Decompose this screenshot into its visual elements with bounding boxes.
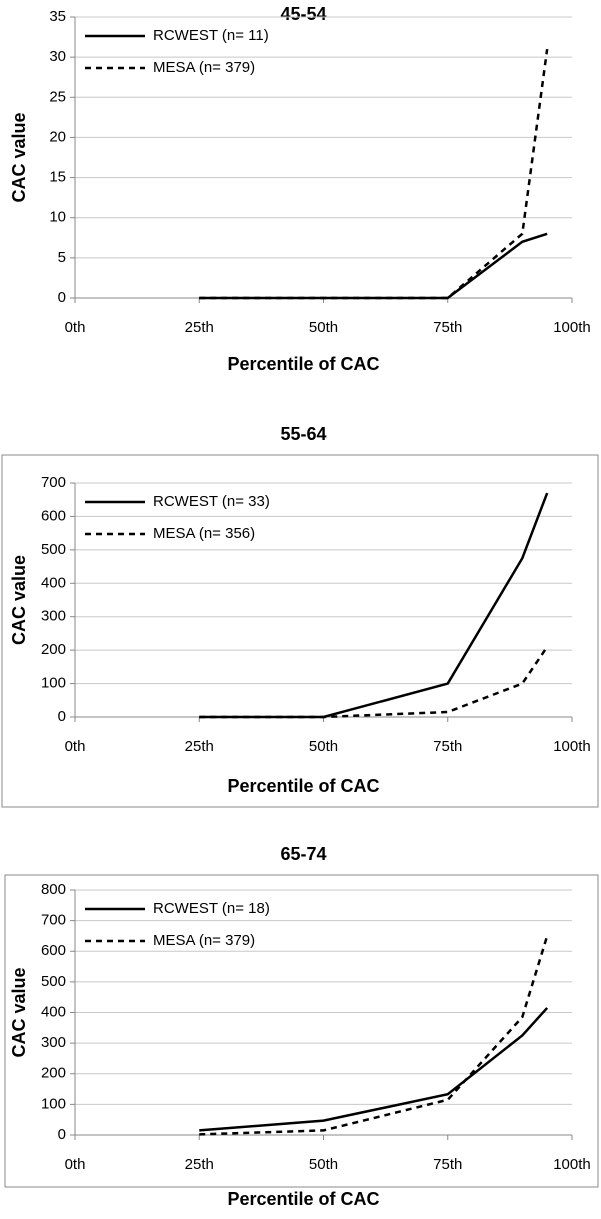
y-tick-label: 30 — [49, 48, 66, 65]
y-tick-label: 100 — [41, 1095, 66, 1112]
y-tick-label: 500 — [41, 541, 66, 558]
x-tick-label: 100th — [553, 1156, 591, 1173]
series-line — [199, 48, 549, 300]
x-tick-label: 75th — [433, 319, 462, 336]
legend-label: RCWEST (n= 18) — [153, 900, 270, 917]
y-axis-title: CAC value — [9, 555, 29, 645]
series-line — [199, 935, 549, 1136]
x-tick-label: 50th — [309, 319, 338, 336]
y-tick-label: 15 — [49, 169, 66, 186]
y-tick-label: 600 — [41, 942, 66, 959]
y-tick-label: 5 — [58, 249, 66, 266]
chart-title: 65-74 — [280, 844, 326, 864]
legend-label: RCWEST (n= 33) — [153, 493, 270, 510]
x-tick-label: 0th — [65, 738, 86, 755]
series-line — [199, 646, 549, 719]
y-tick-label: 500 — [41, 973, 66, 990]
x-tick-label: 100th — [553, 319, 591, 336]
chart-frame — [4, 874, 599, 1188]
y-tick-label: 100 — [41, 675, 66, 692]
y-axis-title: CAC value — [9, 112, 29, 202]
y-tick-label: 10 — [49, 209, 66, 226]
x-tick-label: 50th — [309, 1156, 338, 1173]
x-tick-label: 75th — [433, 738, 462, 755]
legend-label: MESA (n= 379) — [153, 932, 255, 949]
y-tick-label: 25 — [49, 88, 66, 105]
y-tick-label: 0 — [58, 289, 66, 306]
y-tick-label: 700 — [41, 474, 66, 491]
legend-label: MESA (n= 356) — [153, 525, 255, 542]
legend-label: RCWEST (n= 11) — [153, 27, 269, 44]
series-line — [199, 1007, 549, 1132]
y-tick-label: 200 — [41, 1065, 66, 1082]
x-tick-label: 25th — [185, 319, 214, 336]
x-tick-label: 25th — [185, 738, 214, 755]
y-tick-label: 0 — [58, 708, 66, 725]
x-tick-label: 75th — [433, 1156, 462, 1173]
x-tick-label: 100th — [553, 738, 591, 755]
legend-label: MESA (n= 379) — [153, 59, 255, 76]
y-tick-label: 200 — [41, 641, 66, 658]
series-line — [199, 232, 548, 300]
y-tick-label: 300 — [41, 1034, 66, 1051]
y-tick-label: 35 — [49, 8, 66, 25]
y-tick-label: 800 — [41, 881, 66, 898]
x-axis-title: Percentile of CAC — [227, 776, 379, 796]
y-tick-label: 400 — [41, 1003, 66, 1020]
y-tick-label: 600 — [41, 507, 66, 524]
y-tick-label: 300 — [41, 608, 66, 625]
x-tick-label: 0th — [65, 1156, 86, 1173]
y-tick-label: 20 — [49, 128, 66, 145]
x-axis-title: Percentile of CAC — [227, 1189, 379, 1209]
chart-frame — [1, 454, 599, 808]
y-axis-title: CAC value — [9, 967, 29, 1057]
chart-title: 45-54 — [280, 4, 326, 24]
x-tick-label: 0th — [65, 319, 86, 336]
x-axis-title: Percentile of CAC — [227, 354, 379, 374]
x-tick-label: 50th — [309, 738, 338, 755]
y-tick-label: 0 — [58, 1126, 66, 1143]
x-tick-label: 25th — [185, 1156, 214, 1173]
y-tick-label: 400 — [41, 574, 66, 591]
y-tick-label: 700 — [41, 912, 66, 929]
chart-title: 55-64 — [280, 424, 326, 444]
